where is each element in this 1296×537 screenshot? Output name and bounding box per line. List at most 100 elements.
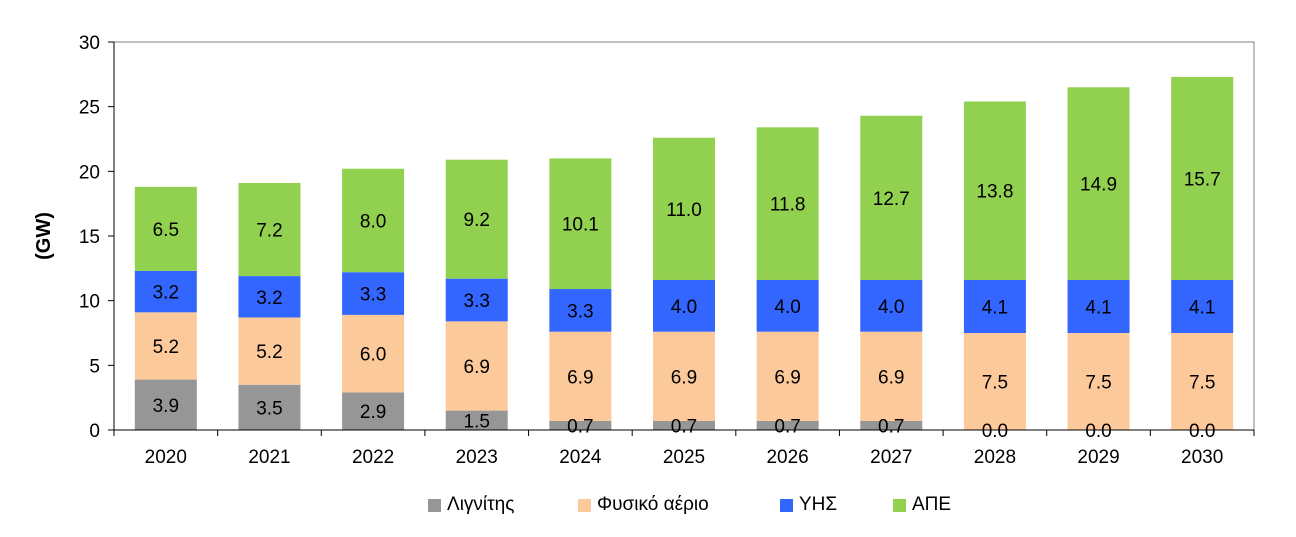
bar-segment	[134, 379, 197, 430]
bar-segment	[549, 420, 612, 430]
x-tick-label: 2030	[1181, 447, 1223, 468]
legend-label: ΑΠΕ	[912, 494, 952, 515]
bar-segment	[653, 420, 715, 430]
bar-segment	[963, 279, 1026, 333]
bar-segment	[238, 317, 301, 385]
data-label: 11.8	[770, 195, 806, 216]
data-label: 6.9	[671, 367, 697, 388]
bar-segment	[445, 278, 508, 322]
bar-segment	[445, 321, 508, 411]
data-label: 3.3	[464, 291, 490, 312]
x-tick-label: 2023	[456, 447, 498, 468]
bar-segment	[134, 312, 197, 380]
legend-swatch	[578, 498, 591, 512]
data-label: 0.7	[878, 416, 904, 437]
bar-segment	[963, 333, 1026, 430]
y-tick-label: 25	[79, 98, 100, 119]
data-label: 12.7	[873, 189, 910, 210]
data-label: 3.5	[256, 398, 282, 419]
data-labels-group: 3.9 5.2 3.2 6.5 3.5 5.2 3.2 7.2 2.9 6.0 3.3 8.0 1.5 6…	[153, 169, 1221, 442]
y-tick-label: 20	[79, 162, 100, 183]
data-label: 4.1	[1085, 297, 1111, 318]
bar-segment	[445, 410, 508, 430]
x-tick-label: 2028	[974, 447, 1016, 468]
data-label: 4.1	[1189, 297, 1215, 318]
data-label: 6.9	[878, 367, 904, 388]
legend-item: Λιγνίτης	[428, 490, 514, 520]
data-label: 6.9	[774, 367, 800, 388]
data-label: 14.9	[1080, 175, 1117, 196]
x-tick-label: 2029	[1077, 447, 1119, 468]
data-label: 9.2	[464, 210, 490, 231]
data-label: 0.0	[1189, 421, 1215, 442]
data-label: 6.5	[153, 220, 179, 241]
data-label: 10.1	[562, 215, 599, 236]
bar-segment	[860, 331, 923, 421]
data-label: 4.0	[774, 297, 800, 318]
x-tick-label: 2024	[559, 447, 602, 468]
legend-swatch	[780, 498, 793, 512]
data-label: 0.7	[774, 416, 800, 437]
x-tick-label: 2025	[663, 447, 705, 468]
bar-segment	[342, 392, 405, 430]
data-label: 2.9	[360, 402, 386, 423]
y-tick-label: 10	[79, 292, 100, 313]
data-label: 7.5	[982, 373, 1008, 394]
data-label: 0.0	[982, 421, 1008, 442]
legend-item: ΥΗΣ	[780, 490, 837, 520]
bar-segment	[238, 182, 301, 277]
data-label: 7.2	[256, 221, 282, 242]
data-label: 6.9	[567, 367, 593, 388]
y-tick-label: 0	[89, 421, 100, 442]
bar-segment	[238, 384, 301, 430]
bar-segment	[1067, 279, 1130, 333]
data-label: 3.3	[360, 285, 386, 306]
bar-segment	[549, 158, 612, 290]
bar-segment	[342, 168, 405, 273]
bars-group	[134, 76, 1234, 430]
legend-label: ΥΗΣ	[799, 494, 838, 515]
legend: Λιγνίτης Φυσικό αέριο ΥΗΣ ΑΠΕ	[0, 490, 1296, 520]
y-tick-label: 5	[89, 356, 100, 377]
data-label: 0.7	[671, 416, 697, 437]
bar-segment	[653, 331, 715, 421]
data-label: 3.9	[153, 396, 179, 417]
data-label: 4.0	[878, 297, 904, 318]
data-label: 8.0	[360, 211, 386, 232]
data-label: 3.3	[567, 301, 593, 322]
legend-swatch	[428, 498, 441, 512]
bar-segment	[756, 331, 819, 421]
x-tick-label: 2021	[248, 447, 290, 468]
legend-label: Λιγνίτης	[447, 494, 515, 515]
bar-segment	[134, 270, 197, 313]
data-label: 5.2	[256, 342, 282, 363]
bar-segment	[653, 279, 715, 332]
bar-segment	[860, 279, 923, 332]
bar-segment	[756, 420, 819, 430]
legend-label: Φυσικό αέριο	[597, 494, 709, 515]
bar-segment	[134, 186, 197, 271]
bar-segment	[756, 279, 819, 332]
data-label: 15.7	[1184, 169, 1221, 190]
x-tick-label: 2020	[145, 447, 187, 468]
data-label: 4.1	[982, 297, 1008, 318]
y-tick-label: 30	[79, 33, 100, 54]
x-tick-label: 2027	[870, 447, 912, 468]
bar-segment	[549, 289, 612, 332]
bar-segment	[342, 272, 405, 315]
legend-swatch	[893, 498, 906, 512]
data-label: 7.5	[1085, 373, 1111, 394]
bar-segment	[445, 159, 508, 279]
data-label: 5.2	[153, 337, 179, 358]
bar-segment	[1067, 87, 1130, 280]
bar-segment	[549, 331, 612, 421]
data-label: 3.2	[153, 283, 179, 304]
bar-segment	[238, 276, 301, 318]
bar-segment	[1171, 333, 1234, 430]
y-tick-label: 15	[79, 227, 100, 248]
bar-segment	[1171, 76, 1234, 280]
bar-segment	[963, 101, 1026, 280]
data-label: 0.0	[1085, 421, 1111, 442]
